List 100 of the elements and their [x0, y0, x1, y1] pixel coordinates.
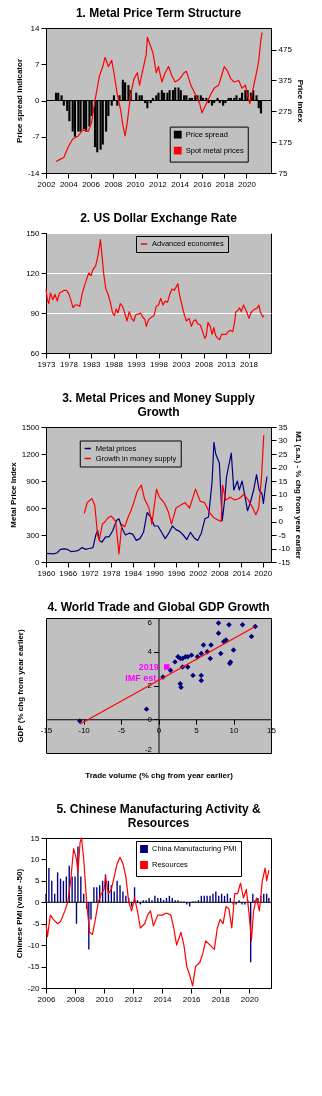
y2-tick-label: 0 — [278, 517, 284, 526]
y-tick-label: 120 — [26, 268, 41, 278]
y2-tick-label: 275 — [278, 106, 293, 116]
y-axis-title: Price spread indicator — [14, 58, 24, 144]
chart-title: 2. US Dollar Exchange Rate — [80, 211, 238, 225]
x-tick-label: 2010 — [126, 179, 146, 189]
y2-tick-label: 15 — [278, 476, 288, 486]
x-tick-label: 0 — [156, 725, 162, 735]
chart-title: 5. Chinese Manufacturing Activity & Resources — [56, 802, 261, 830]
x-tick-label: 2012 — [124, 994, 144, 1004]
y2-tick-label: 25 — [278, 449, 288, 459]
y-tick-label: 1500 — [21, 422, 41, 432]
x-tick-label: 1984 — [124, 568, 143, 578]
x-tick-label: 2020 — [240, 994, 260, 1004]
chart-title: 4. World Trade and Global GDP Growth — [47, 599, 270, 614]
x-tick-label: 2012 — [148, 179, 168, 189]
y-axis-title: Chinese PMI (value -50) — [14, 868, 24, 959]
x-tick-label: -5 — [117, 725, 126, 735]
x-axis-title: Trade volume (% chg from year earlier) — [85, 770, 234, 780]
x-tick-label: -10 — [78, 725, 91, 735]
y-tick-label: -7 — [32, 132, 41, 142]
x-tick-label: 2018 — [215, 179, 235, 189]
y-tick-label: 2 — [147, 681, 153, 690]
y-tick-label: 0 — [35, 897, 41, 907]
y2-tick-label: 5 — [278, 503, 284, 513]
x-tick-label: 2020 — [238, 179, 257, 189]
x-tick-label: 2020 — [254, 568, 273, 578]
y-tick-label: 0 — [147, 714, 153, 724]
x-tick-label: 2004 — [59, 179, 79, 189]
y2-axis-title: Price index — [295, 79, 305, 123]
y-tick-label: -20 — [27, 983, 41, 993]
x-tick-label: 1973 — [37, 359, 56, 369]
y2-tick-label: -5 — [278, 530, 287, 540]
x-tick-label: 2008 — [195, 359, 214, 369]
y2-tick-label: -10 — [278, 544, 291, 553]
y2-tick-label: -15 — [278, 557, 291, 567]
y-tick-label: -15 — [27, 962, 41, 972]
y-tick-label: 6 — [147, 617, 153, 627]
y-tick-label: -10 — [27, 940, 41, 950]
y-tick-label: 5 — [35, 876, 41, 886]
x-tick-label: 2002 — [37, 179, 56, 189]
x-tick-label: 2008 — [210, 568, 230, 578]
y-tick-label: 7 — [35, 59, 41, 69]
x-tick-label: 2013 — [217, 359, 236, 369]
x-tick-label: 1960 — [37, 568, 56, 578]
x-tick-label: 2016 — [182, 994, 202, 1004]
x-tick-label: 1990 — [145, 568, 165, 578]
x-tick-label: 2014 — [232, 568, 251, 578]
x-tick-label: 2010 — [95, 994, 115, 1004]
x-tick-label: 2014 — [171, 179, 190, 189]
x-tick-label: 1978 — [60, 359, 79, 369]
y-tick-label: 90 — [30, 308, 41, 318]
y2-tick-label: 10 — [278, 490, 288, 499]
x-tick-label: 1972 — [80, 568, 100, 578]
x-tick-label: 2018 — [240, 359, 259, 369]
x-tick-label: 2006 — [37, 994, 56, 1004]
x-tick-label: 1983 — [82, 359, 101, 369]
y-tick-label: 0 — [35, 96, 41, 105]
x-tick-label: 1966 — [59, 568, 78, 578]
y2-tick-label: 30 — [278, 436, 288, 445]
y-tick-label: -14 — [27, 168, 41, 178]
x-tick-label: 2008 — [104, 179, 123, 189]
y2-tick-label: 20 — [278, 463, 288, 472]
y-tick-label: 10 — [30, 854, 41, 864]
y-tick-label: -5 — [32, 919, 41, 929]
x-tick-label: 2008 — [66, 994, 85, 1004]
y-axis-title: Metal Price Index — [8, 461, 18, 528]
y-tick-label: 15 — [30, 833, 41, 843]
y-tick-label: 1200 — [21, 449, 41, 459]
y-axis-title: GDP (% chg from year earlier) — [15, 629, 25, 743]
x-tick-label: 1996 — [167, 568, 186, 578]
y-tick-label: -2 — [144, 744, 153, 754]
y2-tick-label: 375 — [278, 75, 293, 85]
y2-axis-title: M1 (s.a.) - % chg from year earlier — [294, 431, 304, 559]
y-tick-label: 900 — [26, 476, 41, 486]
y-tick-label: 300 — [26, 530, 41, 540]
x-tick-label: 10 — [229, 725, 239, 735]
annotation: 2019 IMF est. — [125, 661, 159, 683]
chart-title: 1. Metal Price Term Structure — [75, 6, 242, 20]
y2-tick-label: 35 — [278, 422, 288, 432]
x-tick-label: 1998 — [150, 359, 169, 369]
y-tick-label: 150 — [26, 228, 41, 238]
chart-title: 3. Metal Prices and Money Supply Growth — [62, 391, 256, 419]
y-tick-label: 60 — [30, 348, 41, 358]
y2-tick-label: 475 — [278, 45, 293, 55]
y2-tick-label: 75 — [278, 168, 288, 178]
y2-tick-label: 175 — [278, 137, 293, 147]
x-tick-label: 1993 — [127, 359, 146, 369]
y-tick-label: 600 — [26, 503, 41, 513]
x-tick-label: 2014 — [153, 994, 173, 1004]
y-tick-label: 14 — [30, 23, 41, 33]
y-tick-label: 0 — [35, 557, 41, 567]
x-tick-label: 2003 — [172, 359, 191, 369]
y-tick-label: 4 — [147, 647, 153, 657]
x-tick-label: 1988 — [105, 359, 124, 369]
x-tick-label: 2018 — [211, 994, 231, 1004]
x-tick-label: 2002 — [189, 568, 208, 578]
x-tick-label: 2016 — [193, 179, 212, 189]
x-tick-label: 5 — [194, 725, 200, 735]
x-tick-label: 1978 — [102, 568, 121, 578]
